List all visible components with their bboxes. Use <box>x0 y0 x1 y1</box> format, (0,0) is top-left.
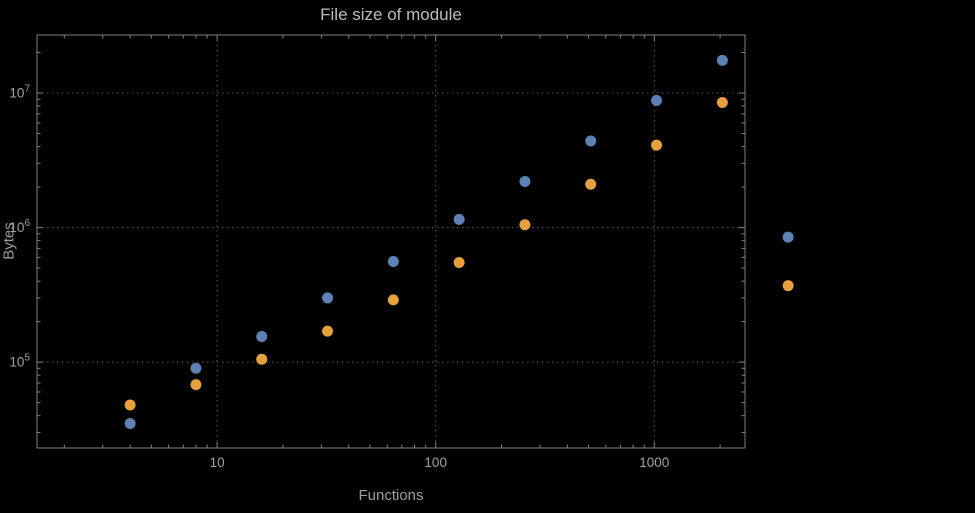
data-point-blue <box>453 213 465 225</box>
data-point-blue <box>387 255 399 267</box>
data-point-blue <box>519 176 531 188</box>
data-point-orange <box>387 294 399 306</box>
data-point-blue <box>322 292 334 304</box>
data-point-orange <box>782 280 794 292</box>
data-point-orange <box>453 257 465 269</box>
data-point-orange <box>322 325 334 337</box>
data-point-orange <box>585 178 597 190</box>
x-tick-label: 100 <box>424 455 447 470</box>
y-tick-label: 107 <box>9 84 30 101</box>
data-point-blue <box>190 362 202 374</box>
y-tick-label: 106 <box>9 218 30 235</box>
data-point-blue <box>782 231 794 243</box>
plot-frame <box>36 34 746 449</box>
x-tick-label: 1000 <box>639 455 669 470</box>
data-point-orange <box>519 219 531 231</box>
y-tick-label: 105 <box>9 353 30 370</box>
data-point-blue <box>585 135 597 147</box>
data-point-blue <box>124 417 136 429</box>
x-tick-label: 10 <box>210 455 225 470</box>
data-point-orange <box>651 139 663 151</box>
y-axis-label: Bytes <box>0 222 18 260</box>
data-point-blue <box>651 95 663 107</box>
data-point-orange <box>124 399 136 411</box>
data-point-orange <box>716 97 728 109</box>
data-point-blue <box>256 331 268 343</box>
x-axis-label: Functions <box>358 487 424 504</box>
data-point-orange <box>256 353 268 365</box>
data-point-orange <box>190 379 202 391</box>
data-point-blue <box>716 54 728 66</box>
chart-title: File size of module <box>320 5 462 24</box>
